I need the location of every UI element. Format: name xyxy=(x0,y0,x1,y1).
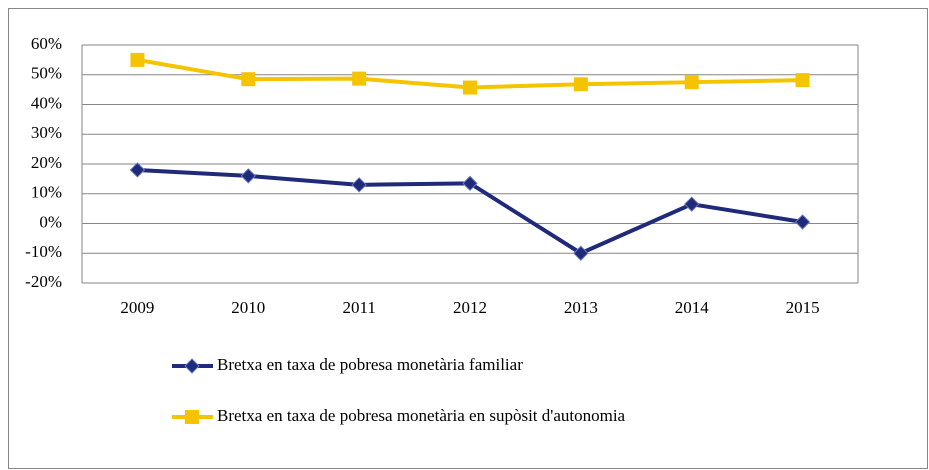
legend-label: Bretxa en taxa de pobresa monetària fami… xyxy=(217,355,523,374)
x-tick-label: 2012 xyxy=(453,298,487,317)
data-point xyxy=(352,71,367,86)
legend-marker xyxy=(185,410,199,424)
data-point xyxy=(573,245,589,261)
y-tick-label: 40% xyxy=(31,93,62,112)
data-point xyxy=(795,73,810,88)
x-tick-label: 2013 xyxy=(564,298,598,317)
y-tick-label: -10% xyxy=(25,242,62,261)
data-point xyxy=(794,214,811,230)
chart-border xyxy=(8,8,928,469)
data-point xyxy=(129,162,146,178)
data-point xyxy=(351,177,367,193)
y-tick-label: 30% xyxy=(31,123,62,142)
data-point xyxy=(130,52,145,67)
data-point xyxy=(463,80,477,95)
legend-marker xyxy=(184,358,200,374)
data-point xyxy=(684,75,699,90)
x-tick-label: 2015 xyxy=(786,298,820,317)
x-tick-label: 2010 xyxy=(231,298,265,317)
y-tick-label: 60% xyxy=(31,34,62,53)
data-point xyxy=(241,72,256,87)
data-point xyxy=(240,168,256,184)
y-tick-label: 50% xyxy=(31,64,62,83)
x-tick-label: 2014 xyxy=(675,298,710,317)
legend-label: Bretxa en taxa de pobresa monetària en s… xyxy=(217,406,626,425)
y-tick-label: -20% xyxy=(25,272,62,291)
data-point xyxy=(684,196,700,212)
x-tick-label: 2011 xyxy=(342,298,375,317)
y-tick-label: 0% xyxy=(39,212,62,231)
y-tick-label: 20% xyxy=(31,153,62,172)
x-tick-label: 2009 xyxy=(120,298,154,317)
data-point xyxy=(573,77,588,92)
y-tick-label: 10% xyxy=(31,183,62,202)
data-point xyxy=(462,175,478,192)
